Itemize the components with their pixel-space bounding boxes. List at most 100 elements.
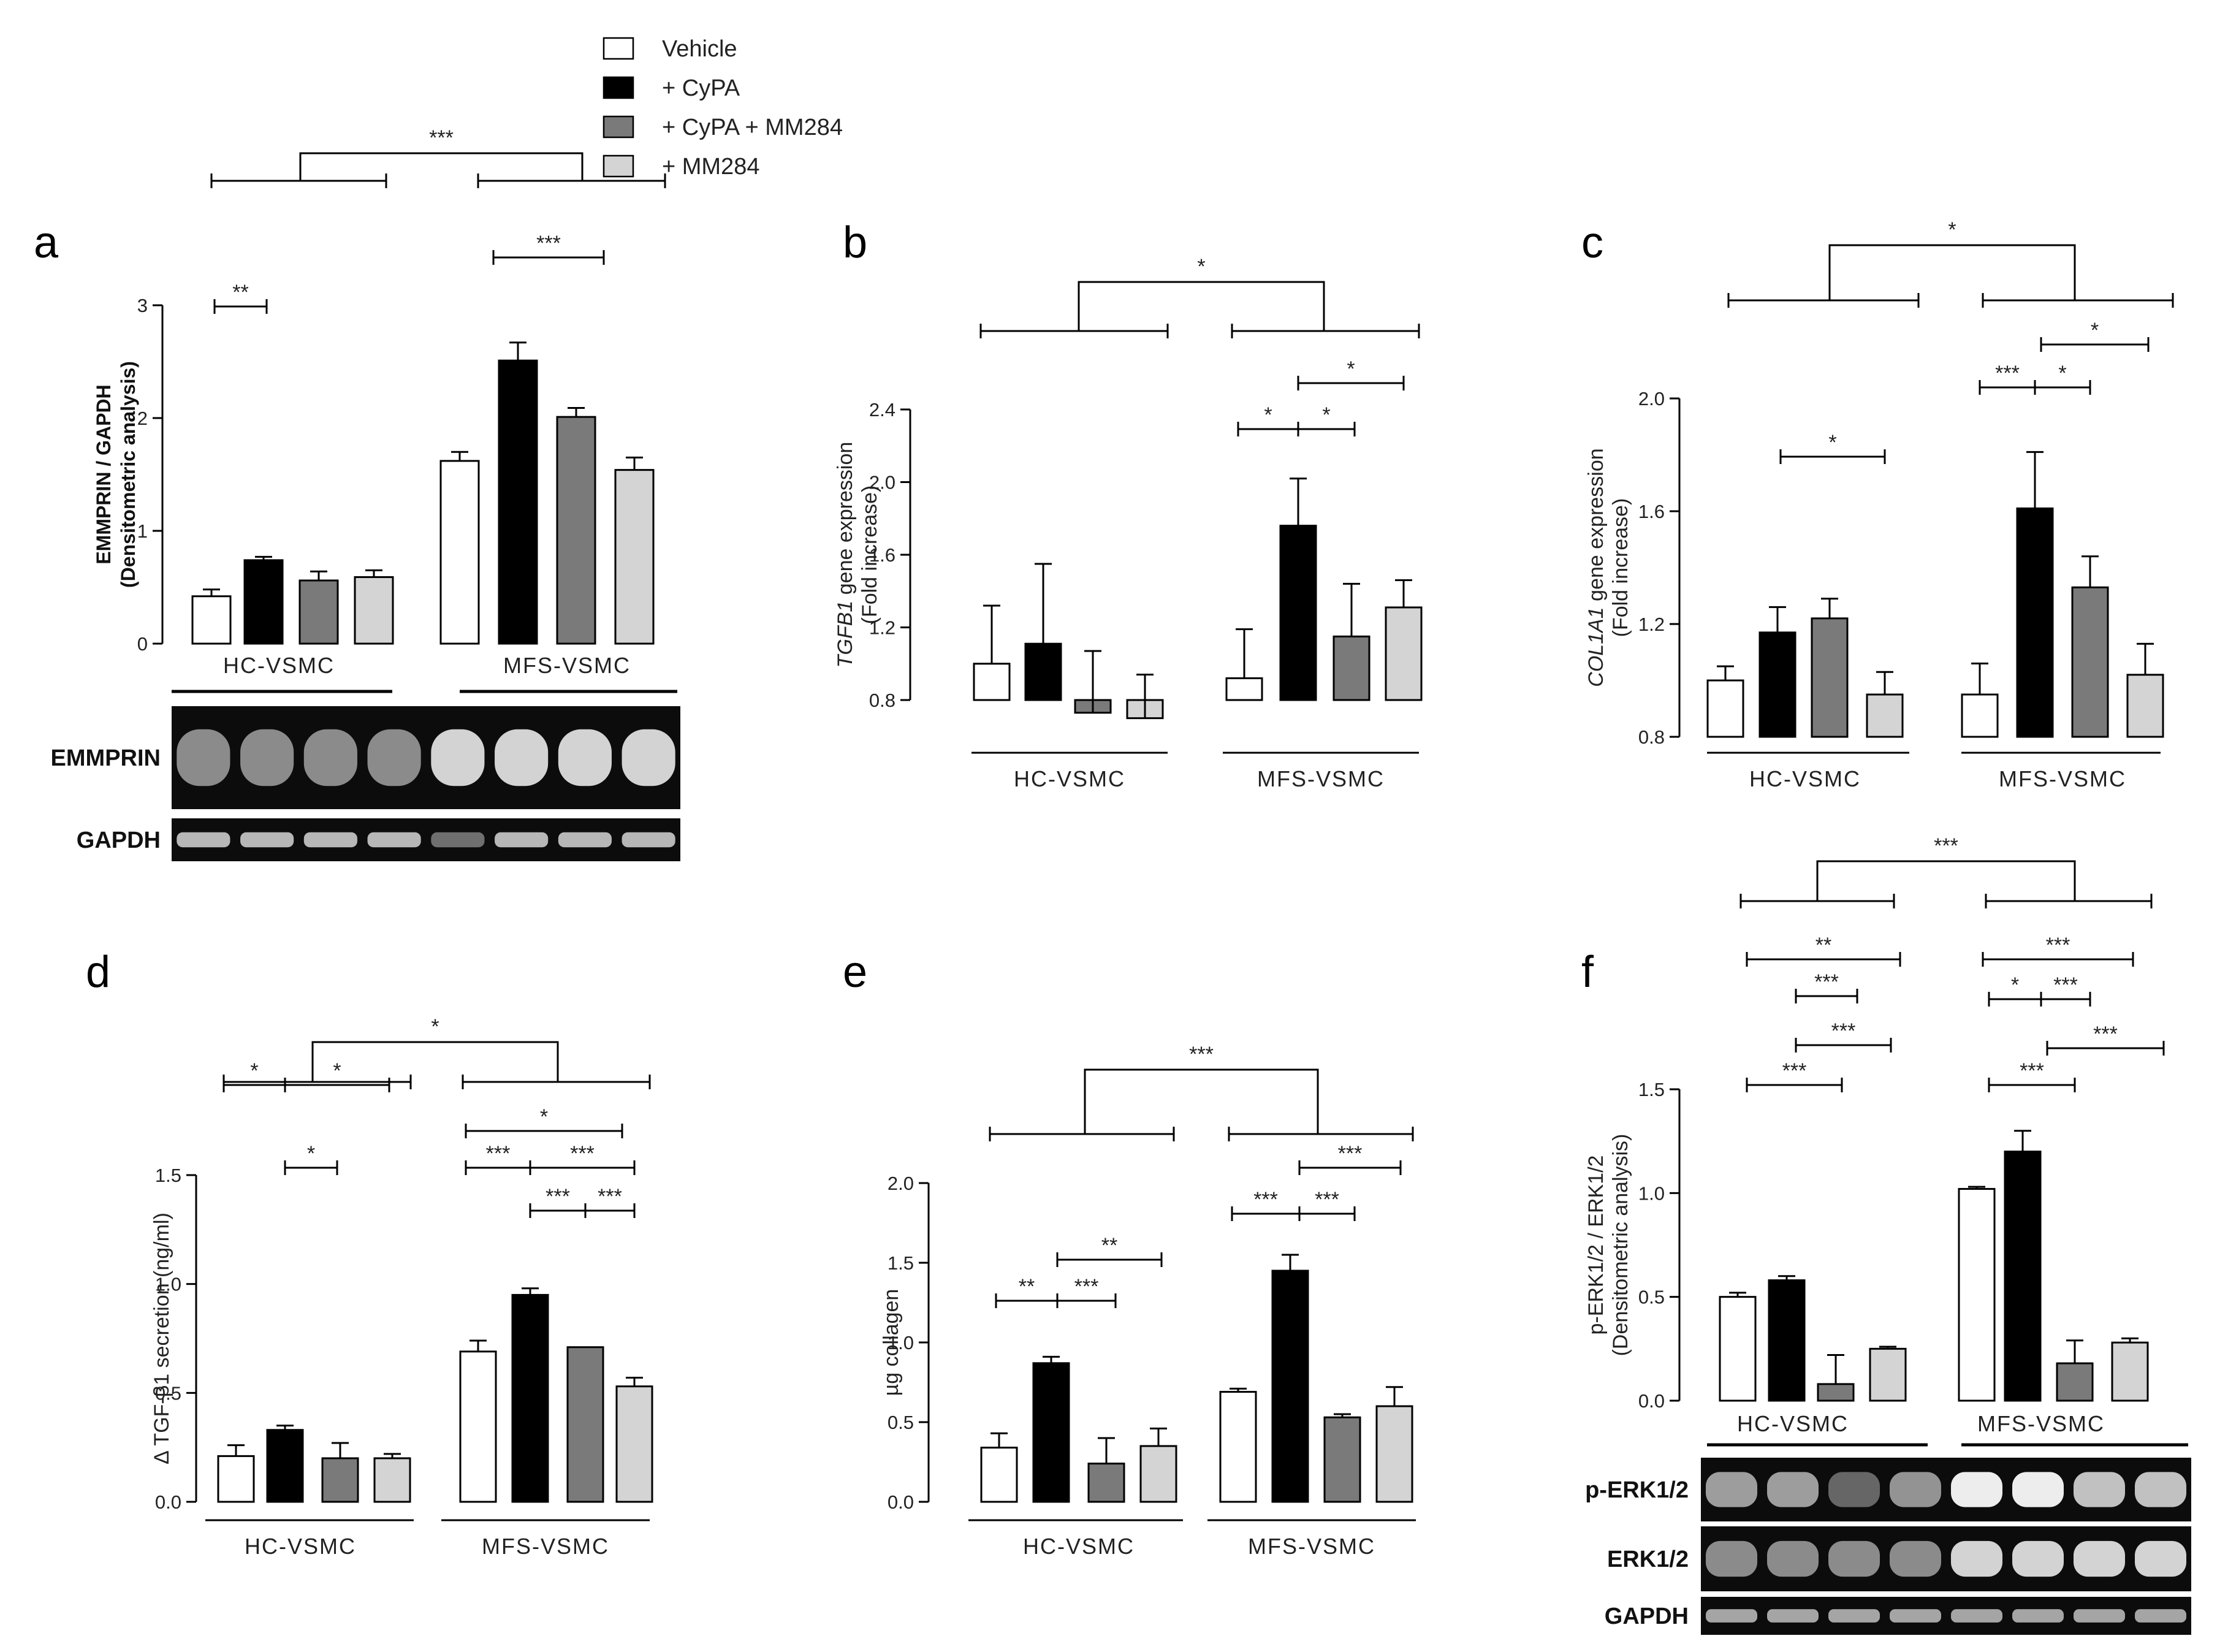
- sig-label-c-1: *: [2091, 319, 2099, 342]
- y-tick-label-f-0: 0.0: [1638, 1390, 1665, 1412]
- panel-letter-f: f: [1581, 948, 1594, 997]
- blot-band-f-2-6: [2074, 1609, 2125, 1623]
- sig-label-b-2: *: [1264, 403, 1272, 427]
- panel-letter-c: c: [1581, 218, 1603, 267]
- bar-b-MFS-VSMC-0: [1225, 677, 1263, 701]
- sig-label-f-5: ***: [2046, 934, 2070, 957]
- sig-label-d-5: ***: [486, 1142, 511, 1165]
- bar-b-HC-VSMC-0: [973, 663, 1011, 701]
- y-tick-label-d-1: 0.5: [155, 1382, 181, 1404]
- y-tick-label-c-1: 1.2: [1638, 614, 1665, 635]
- bar-e-HC-VSMC-1: [1032, 1362, 1070, 1503]
- sig-bracket-d-0: [311, 1041, 559, 1082]
- bar-c-HC-VSMC-0: [1706, 679, 1744, 738]
- bar-d-MFS-VSMC-1: [511, 1293, 549, 1503]
- group-label-d-1: MFS-VSMC: [482, 1534, 609, 1559]
- y-tick-label-e-4: 2.0: [888, 1173, 914, 1194]
- blot-band-a-0-3: [367, 729, 421, 786]
- group-label-e-1: MFS-VSMC: [1248, 1534, 1375, 1559]
- blot-label-a-1: GAPDH: [77, 828, 161, 853]
- group-label-c-0: HC-VSMC: [1749, 766, 1861, 791]
- sig-label-e-6: ***: [1315, 1188, 1339, 1211]
- sig-label-f-7: ***: [2053, 973, 2078, 997]
- panel-letter-d: d: [86, 948, 110, 997]
- bar-d-HC-VSMC-0: [217, 1455, 255, 1503]
- panel-d: d 0.0 0.5 1.0 1.5 Δ TGF-β1 secretion (ng/ml) H…: [86, 948, 653, 1559]
- blot-band-f-0-5: [2012, 1472, 2064, 1507]
- blot-band-a-0-0: [177, 729, 230, 786]
- significance-b: * * * *: [979, 255, 1420, 436]
- sig-bracket-c-0: [1828, 244, 2076, 300]
- bar-a-MFS-VSMC-1: [498, 359, 538, 645]
- bar-c-MFS-VSMC-3: [2126, 674, 2164, 738]
- sig-label-b-1: *: [1347, 357, 1355, 381]
- blot-band-f-0-6: [2074, 1472, 2125, 1507]
- sig-label-c-0: *: [1948, 218, 1956, 242]
- sig-label-f-2: ***: [1814, 970, 1839, 994]
- blot-band-a-0-6: [558, 729, 612, 786]
- bar-c-HC-VSMC-3: [1866, 693, 1904, 738]
- y-axis-label-b-0: TGFB1 gene expression: [834, 442, 857, 668]
- y-tick-label-b-2: 1.6: [869, 544, 895, 566]
- panel-e: e 0.0 0.5 1.0 1.5 2.0 µg collagen HC-VSMC MFS-VS…: [843, 948, 1416, 1559]
- blot-band-a-1-0: [177, 832, 230, 848]
- bar-f-MFS-VSMC-0: [1958, 1188, 1996, 1402]
- bar-f-MFS-VSMC-3: [2111, 1341, 2149, 1402]
- bar-a-MFS-VSMC-2: [556, 416, 596, 645]
- group-label-c-1: MFS-VSMC: [1999, 766, 2126, 791]
- bar-f-MFS-VSMC-1: [2004, 1151, 2042, 1402]
- y-tick-label-c-2: 1.6: [1638, 501, 1665, 522]
- blot-band-f-1-4: [1951, 1540, 2002, 1577]
- y-tick-label-b-0: 0.8: [869, 690, 895, 711]
- panel-c: c 0.8 1.2 1.6 2.0 COL1A1 gene expression (Fold…: [1581, 218, 2174, 791]
- blot-band-a-1-2: [303, 832, 357, 848]
- blot-band-f-0-3: [1890, 1472, 1941, 1507]
- bar-a-HC-VSMC-0: [191, 595, 232, 645]
- y-axis-label-c-1: (Fold increase): [1609, 498, 1632, 638]
- y-tick-label-f-1: 0.5: [1638, 1287, 1665, 1308]
- blot-band-f-2-1: [1767, 1609, 1819, 1623]
- bar-e-MFS-VSMC-3: [1375, 1405, 1413, 1503]
- blot-band-f-1-2: [1828, 1540, 1880, 1577]
- bar-e-MFS-VSMC-0: [1219, 1391, 1257, 1503]
- bar-e-MFS-VSMC-2: [1323, 1416, 1361, 1503]
- bar-d-HC-VSMC-2: [321, 1457, 359, 1503]
- bar-a-MFS-VSMC-0: [439, 460, 480, 645]
- blot-band-f-0-4: [1951, 1472, 2002, 1507]
- sig-label-d-1: *: [250, 1059, 258, 1083]
- legend-swatch-1: [603, 76, 634, 99]
- y-axis-label-a-0: EMMPRIN / GAPDH: [93, 384, 115, 564]
- bar-f-HC-VSMC-1: [1768, 1279, 1806, 1402]
- y-tick-label-b-1: 1.2: [869, 617, 895, 639]
- bar-f-HC-VSMC-3: [1869, 1347, 1907, 1402]
- blot-band-f-2-4: [1951, 1609, 2002, 1623]
- y-axis-label-b-1: (Fold increase): [858, 485, 881, 625]
- sig-label-c-4: *: [1828, 431, 1836, 454]
- blot-band-f-1-6: [2074, 1540, 2125, 1577]
- blot-band-f-0-0: [1706, 1472, 1757, 1507]
- y-tick-label-e-0: 0.0: [888, 1491, 914, 1513]
- blot-band-f-0-1: [1767, 1472, 1819, 1507]
- blot-band-f-0-2: [1828, 1472, 1880, 1507]
- sig-bracket-f-0: [1816, 860, 2076, 901]
- y-tick-label-d-2: 1.0: [155, 1274, 181, 1295]
- y-tick-label-a-2: 2: [137, 408, 148, 429]
- bar-d-MFS-VSMC-2: [566, 1346, 604, 1503]
- y-tick-label-b-3: 2.0: [869, 472, 895, 493]
- sig-label-e-2: **: [1019, 1275, 1035, 1298]
- bar-b-MFS-VSMC-2: [1333, 635, 1371, 701]
- sig-label-b-3: *: [1322, 403, 1330, 427]
- sig-label-f-6: *: [2011, 973, 2019, 997]
- blot-band-a-1-3: [367, 832, 421, 848]
- sig-label-d-8: ***: [598, 1185, 622, 1208]
- sig-label-e-0: ***: [1189, 1043, 1214, 1066]
- bar-f-MFS-VSMC-2: [2056, 1362, 2094, 1402]
- bar-c-HC-VSMC-1: [1758, 631, 1796, 738]
- blot-band-a-1-4: [431, 832, 485, 848]
- panel-b: b 0.8 1.2 1.6 2.0 2.4 TGFB1 gene expression (Fo…: [834, 218, 1423, 791]
- legend-swatch-2: [603, 115, 634, 139]
- bar-a-HC-VSMC-1: [243, 559, 284, 645]
- y-axis-label-f-1: (Densitometric analysis): [1609, 1134, 1632, 1357]
- sig-label-e-1: **: [1101, 1234, 1117, 1257]
- sig-label-d-4: *: [307, 1142, 315, 1165]
